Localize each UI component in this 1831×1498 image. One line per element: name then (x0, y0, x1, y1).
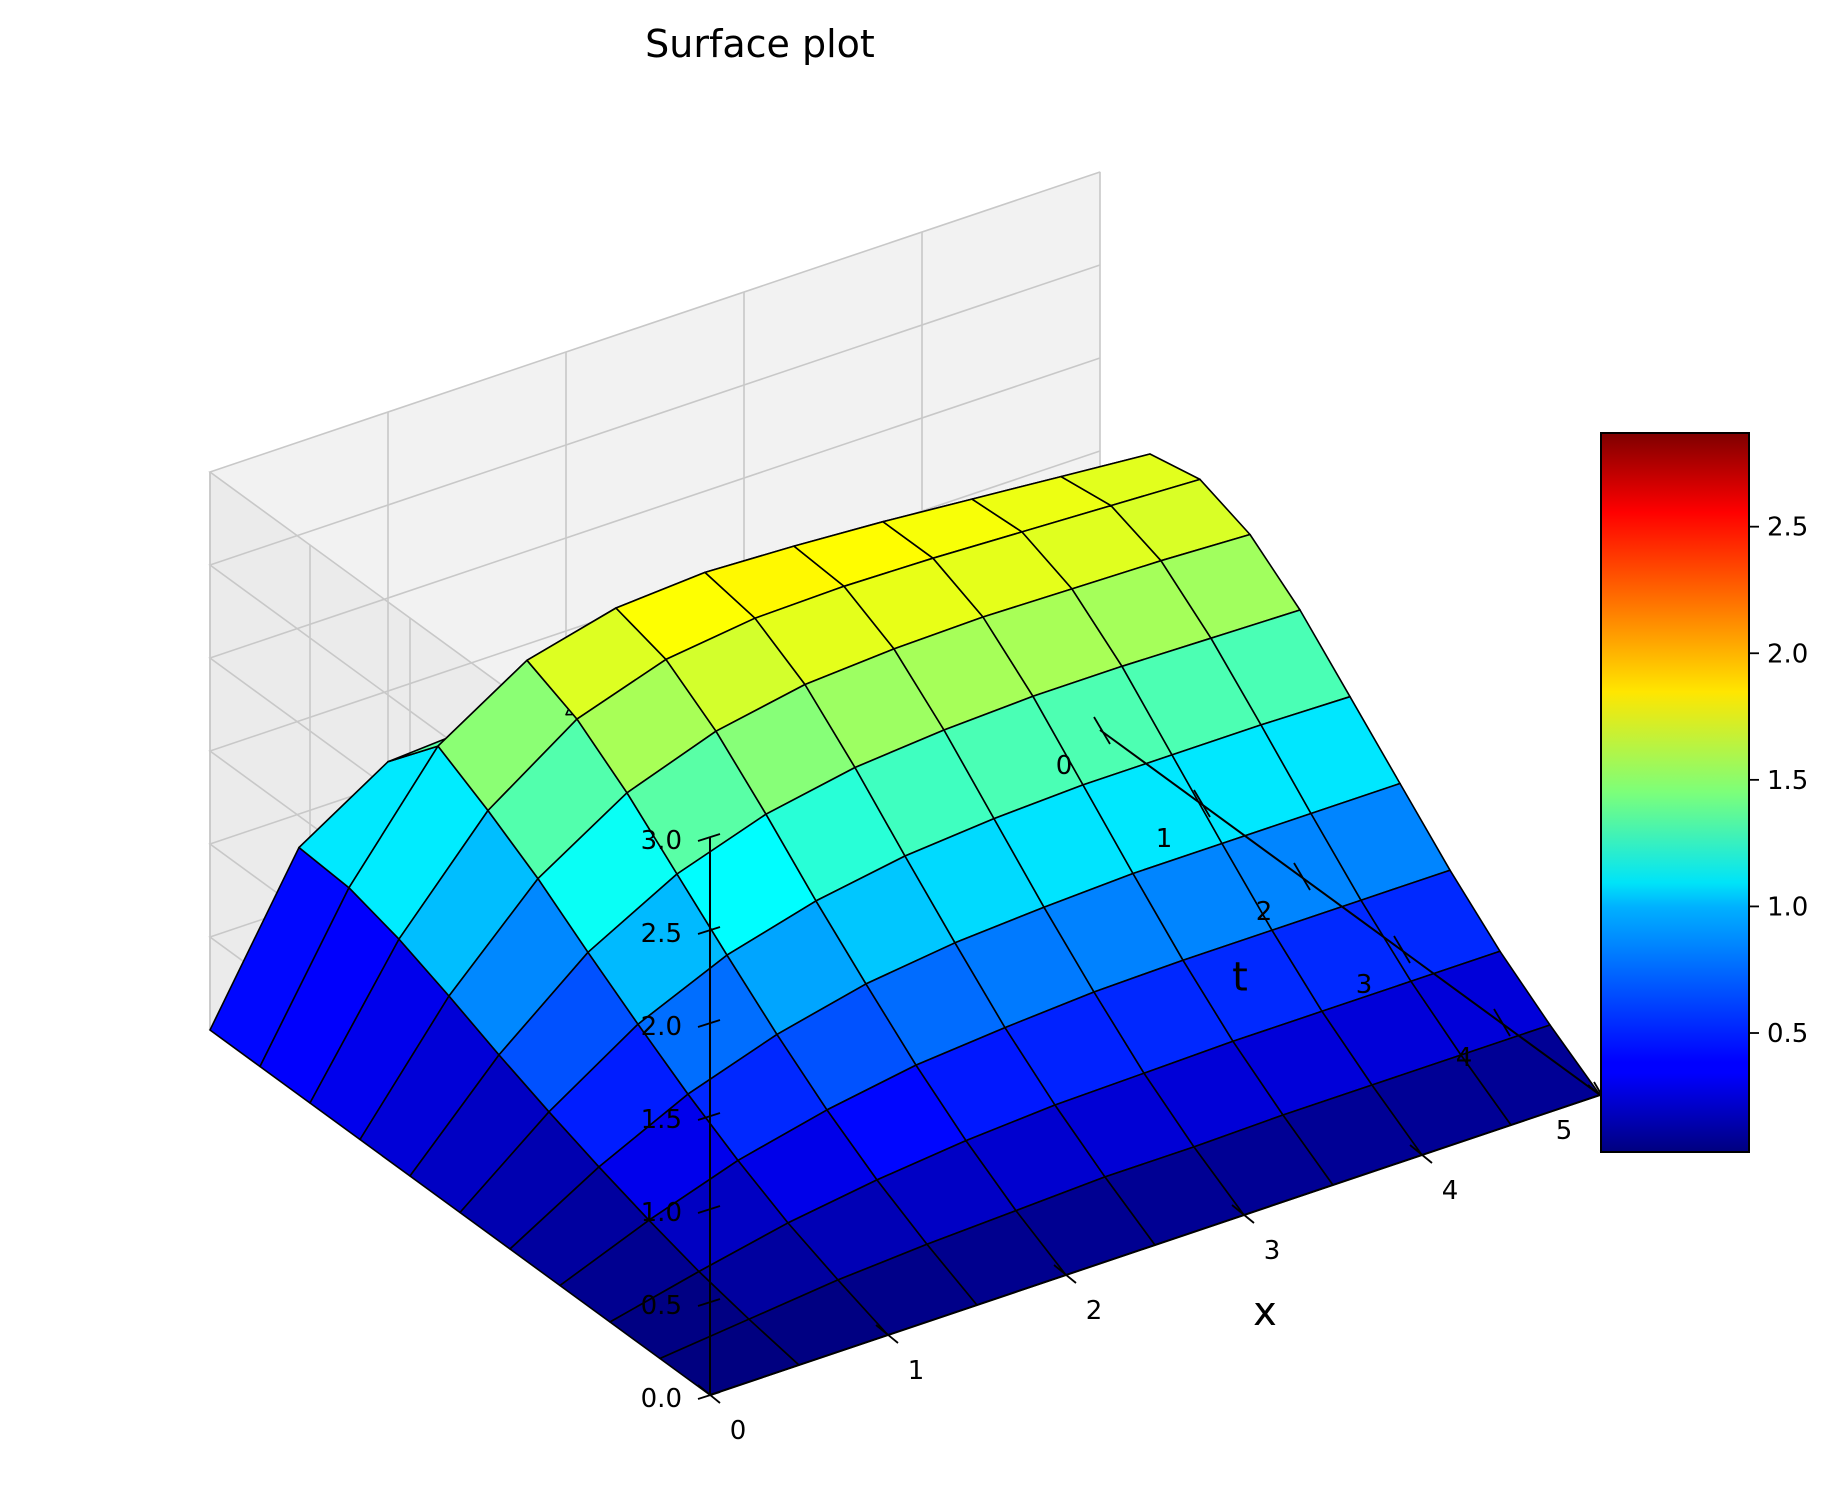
colorbar-tick-label: 0.5 (1767, 1019, 1808, 1049)
x-tick-mark (1409, 1144, 1433, 1164)
z-tick-mark (697, 1019, 721, 1028)
colorbar-tick-label: 1.0 (1767, 892, 1808, 922)
z-tick-label: 1.0 (641, 1198, 682, 1228)
x-tick-label: 1 (908, 1356, 925, 1386)
x-tick-mark (1231, 1204, 1255, 1224)
t-tick-mark (1493, 1008, 1511, 1037)
z-tick-label: 1.5 (641, 1105, 682, 1135)
t-tick-mark (1093, 716, 1111, 745)
t-tick-label: 2 (1256, 897, 1273, 927)
tick-labels: 0.00.51.01.52.02.53.0012345012345tx (641, 716, 1636, 1446)
z-tick-label: 0.5 (641, 1291, 682, 1321)
colorbar-gradient (1600, 432, 1750, 1153)
t-tick-label: 5 (1556, 1116, 1573, 1146)
t-tick-label: 0 (1056, 751, 1073, 781)
t-axis-line (1099, 729, 1601, 1096)
t-axis-label: t (1232, 955, 1248, 1001)
x-tick-label: 3 (1264, 1236, 1281, 1266)
x-tick-mark (875, 1324, 899, 1344)
z-tick-mark (697, 926, 721, 935)
x-tick-label: 0 (730, 1416, 747, 1446)
z-tick-mark (697, 833, 721, 842)
x-tick-label: 2 (1086, 1296, 1103, 1326)
colorbar-tick-label: 2.0 (1767, 639, 1808, 669)
z-tick-label: 0.0 (641, 1384, 682, 1414)
t-tick-label: 3 (1356, 970, 1373, 1000)
z-tick-label: 2.0 (641, 1012, 682, 1042)
colorbar-tick-label: 1.5 (1767, 766, 1808, 796)
surface-mesh (209, 453, 1601, 1396)
t-tick-label: 4 (1456, 1043, 1473, 1073)
x-axis-label: x (1253, 1289, 1277, 1335)
colorbar: 0.5 1.0 1.5 2.0 2.5 (1600, 432, 1808, 1153)
colorbar-tick-label: 2.5 (1767, 513, 1808, 543)
z-tick-label: 2.5 (641, 919, 682, 949)
z-tick-mark (697, 1298, 721, 1307)
x-tick-mark (1053, 1264, 1077, 1284)
z-tick-label: 3.0 (641, 826, 682, 856)
z-tick-mark (697, 1205, 721, 1214)
z-tick-mark (697, 1112, 721, 1121)
t-tick-mark (1393, 935, 1411, 964)
z-tick-mark (697, 1391, 721, 1400)
chart-title: Surface plot (645, 22, 875, 66)
t-tick-label: 1 (1156, 824, 1173, 854)
t-tick-mark (1293, 862, 1311, 891)
t-tick-mark (1193, 789, 1211, 818)
x-tick-label: 4 (1442, 1176, 1459, 1206)
x-tick-mark (697, 1384, 721, 1404)
x-axis-line (709, 1094, 1601, 1396)
